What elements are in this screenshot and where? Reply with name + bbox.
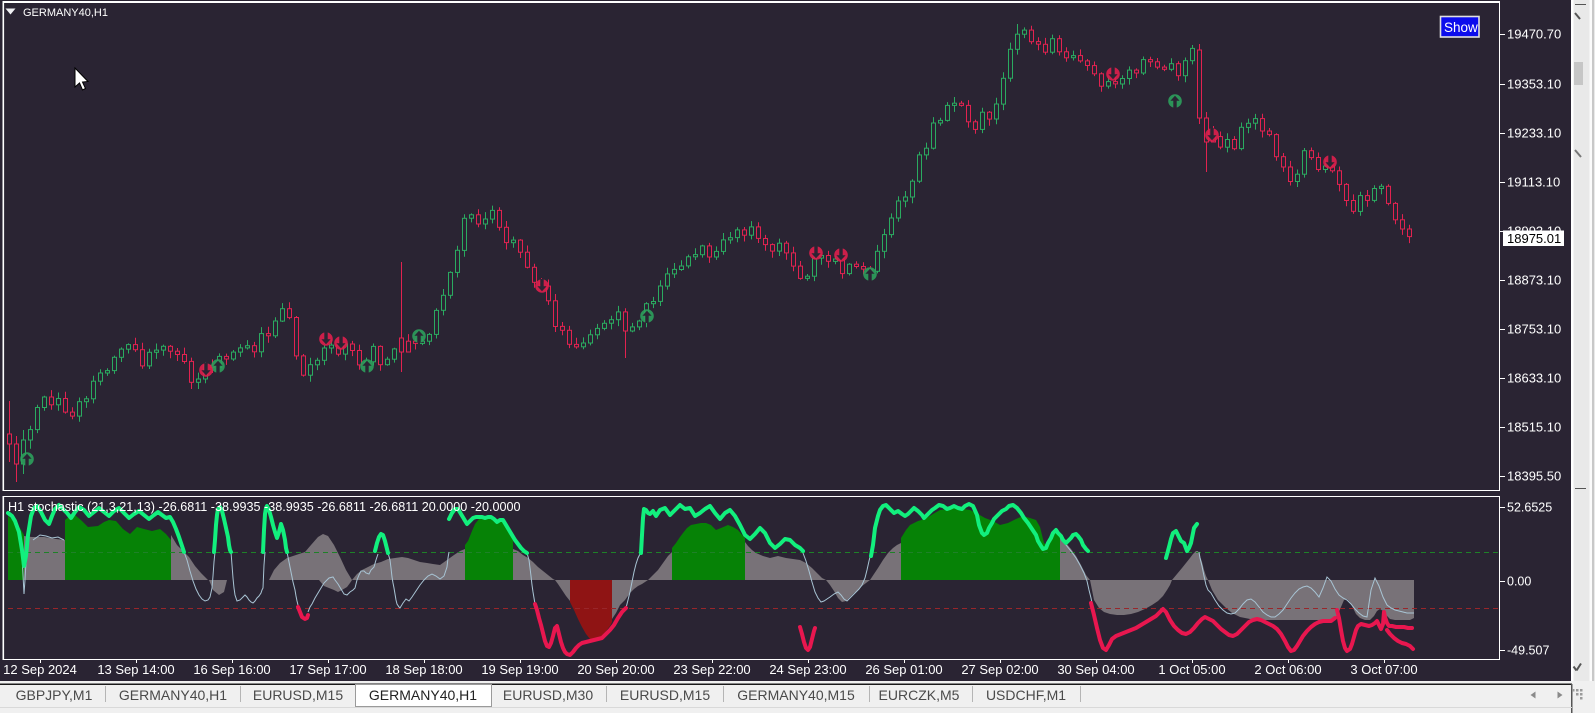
svg-text:EURUSD,M15: EURUSD,M15 <box>253 687 343 703</box>
svg-text:23 Sep 22:00: 23 Sep 22:00 <box>673 662 750 677</box>
svg-text:1 Oct 05:00: 1 Oct 05:00 <box>1158 662 1225 677</box>
svg-text:H1 stochastic (21,3,21,13) -26: H1 stochastic (21,3,21,13) -26.6811 -38.… <box>8 500 521 514</box>
svg-text:-49.507: -49.507 <box>1507 644 1549 658</box>
svg-text:GERMANY40,H1: GERMANY40,H1 <box>23 7 108 19</box>
svg-text:EURCZK,M5: EURCZK,M5 <box>879 687 960 703</box>
svg-text:GERMANY40,M15: GERMANY40,M15 <box>737 687 855 703</box>
svg-text:3 Oct 07:00: 3 Oct 07:00 <box>1350 662 1417 677</box>
svg-text:18873.10: 18873.10 <box>1507 273 1561 288</box>
svg-text:GERMANY40,H1: GERMANY40,H1 <box>119 687 227 703</box>
svg-text:24 Sep 23:00: 24 Sep 23:00 <box>769 662 846 677</box>
svg-text:17 Sep 17:00: 17 Sep 17:00 <box>289 662 366 677</box>
svg-text:18753.10: 18753.10 <box>1507 322 1561 337</box>
svg-text:18975.01: 18975.01 <box>1507 231 1561 246</box>
svg-text:0.00: 0.00 <box>1507 575 1531 589</box>
svg-text:GBPJPY,M1: GBPJPY,M1 <box>16 687 93 703</box>
svg-text:13 Sep 14:00: 13 Sep 14:00 <box>97 662 174 677</box>
svg-text:20 Sep 20:00: 20 Sep 20:00 <box>577 662 654 677</box>
svg-text:USDCHF,M1: USDCHF,M1 <box>986 687 1066 703</box>
svg-text:19233.10: 19233.10 <box>1507 126 1561 141</box>
svg-text:Show: Show <box>1444 20 1478 35</box>
svg-text:EURUSD,M15: EURUSD,M15 <box>620 687 710 703</box>
svg-text:19353.10: 19353.10 <box>1507 77 1561 92</box>
svg-text:26 Sep 01:00: 26 Sep 01:00 <box>865 662 942 677</box>
svg-text:18395.50: 18395.50 <box>1507 469 1561 484</box>
svg-text:19470.70: 19470.70 <box>1507 27 1561 42</box>
svg-text:2 Oct 06:00: 2 Oct 06:00 <box>1254 662 1321 677</box>
svg-text:16 Sep 16:00: 16 Sep 16:00 <box>193 662 270 677</box>
svg-text:EURUSD,M30: EURUSD,M30 <box>503 687 593 703</box>
svg-text:GERMANY40,H1: GERMANY40,H1 <box>369 687 477 703</box>
svg-text:12 Sep 2024: 12 Sep 2024 <box>3 662 77 677</box>
svg-text:30 Sep 04:00: 30 Sep 04:00 <box>1057 662 1134 677</box>
svg-text:18633.10: 18633.10 <box>1507 371 1561 386</box>
svg-text:18515.10: 18515.10 <box>1507 420 1561 435</box>
svg-text:27 Sep 02:00: 27 Sep 02:00 <box>961 662 1038 677</box>
svg-text:19113.10: 19113.10 <box>1507 175 1560 190</box>
svg-text:18 Sep 18:00: 18 Sep 18:00 <box>385 662 462 677</box>
svg-text:19 Sep 19:00: 19 Sep 19:00 <box>481 662 558 677</box>
svg-text:52.6525: 52.6525 <box>1507 501 1552 515</box>
